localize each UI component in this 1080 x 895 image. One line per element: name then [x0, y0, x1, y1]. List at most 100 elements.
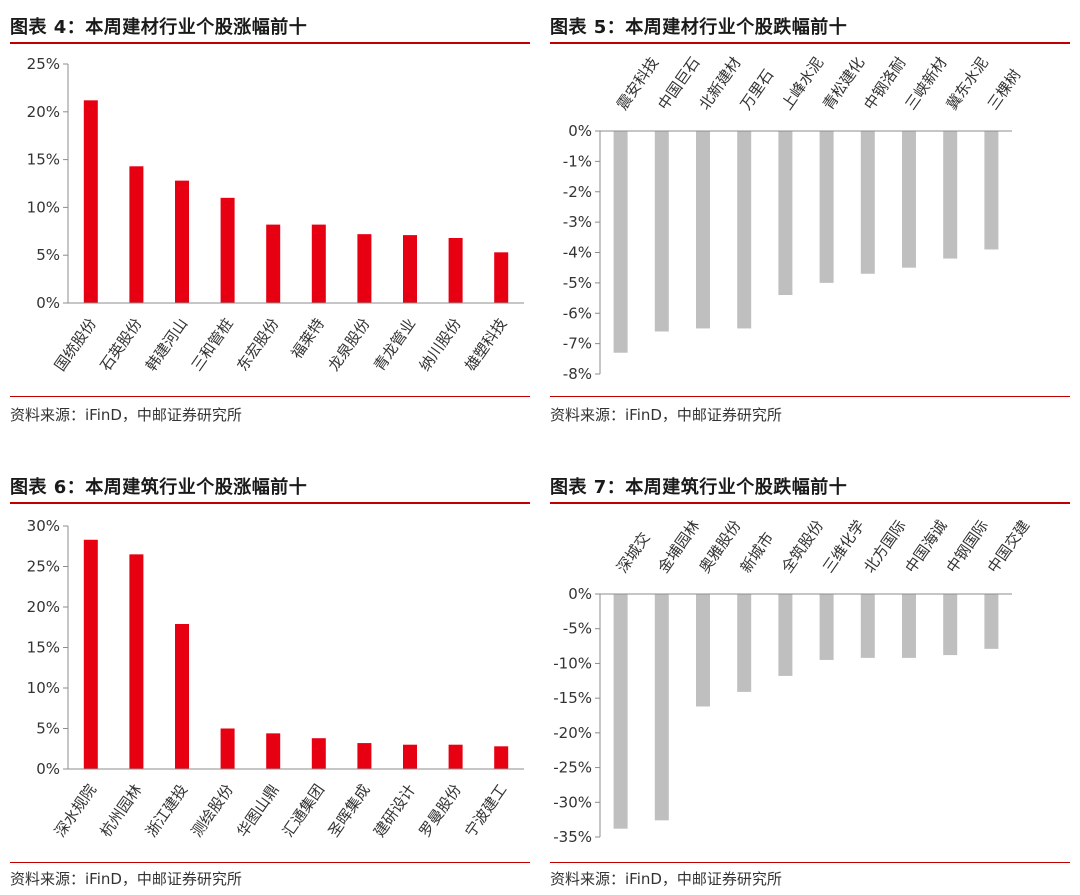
y-tick-label: 10% [27, 679, 60, 697]
y-tick-label: 15% [27, 639, 60, 657]
y-tick-label: -25% [553, 759, 592, 777]
category-label: 浙江建投 [142, 781, 191, 840]
y-tick-label: -8% [563, 365, 592, 383]
panel-header: 图表 5：本周建材行业个股跌幅前十 [550, 12, 1070, 44]
bar [696, 594, 710, 707]
bar [737, 131, 752, 329]
y-tick-label: -15% [553, 689, 592, 707]
y-tick-label: -1% [563, 152, 592, 170]
bar-chart: 0% 5% 10% 15% 20% 25% 30% 深水规院杭州园林浙江建投测绘股份华图山鼎汇… [27, 517, 524, 840]
bar [311, 738, 326, 769]
bar [403, 744, 417, 769]
bar [448, 237, 463, 303]
category-label: 深水规院 [51, 781, 100, 840]
y-tick-label: 20% [27, 598, 60, 616]
category-label: 宁波建工 [461, 781, 510, 840]
category-label: 国统股份 [51, 315, 100, 374]
source-note: 资料来源：iFinD，中邮证券研究所 [550, 870, 782, 888]
y-tick-label: 20% [27, 103, 60, 121]
bar [83, 539, 98, 769]
category-label: 三棵树 [984, 66, 1025, 113]
y-tick-label: -20% [553, 724, 592, 742]
category-label: 东宏股份 [233, 315, 282, 374]
bar [613, 594, 628, 829]
panel-footer [550, 862, 1070, 863]
category-label: 深城交 [613, 529, 654, 576]
panel-footer [550, 396, 1070, 397]
category-label: 罗曼股份 [416, 781, 465, 840]
panel-footer [10, 862, 530, 863]
y-tick-label: 30% [27, 517, 60, 535]
bar [357, 234, 372, 303]
category-label: 青龙管业 [370, 315, 419, 374]
y-tick-label: 10% [27, 198, 60, 216]
chart-panel-5: 图表 5：本周建材行业个股跌幅前十 0% -1% -2% -3% -4% -5% -6% -7… [550, 12, 1070, 437]
bar [494, 746, 509, 769]
category-label: 测绘股份 [188, 781, 237, 840]
panel-title: 图表 7：本周建筑行业个股跌幅前十 [550, 477, 848, 498]
bar [737, 594, 752, 692]
bar [778, 131, 793, 296]
bar [129, 554, 144, 769]
bar [220, 197, 235, 303]
y-tick-label: -4% [563, 244, 592, 262]
y-tick-label: 15% [27, 151, 60, 169]
bar [448, 744, 463, 769]
bar [819, 594, 834, 660]
y-tick-label: -7% [563, 335, 592, 353]
bar [357, 743, 372, 769]
bar [943, 131, 958, 259]
category-label: 石英股份 [97, 315, 146, 374]
bar [266, 733, 281, 769]
bar [129, 166, 144, 303]
bar [984, 594, 999, 649]
y-tick-label: 0% [568, 585, 592, 603]
category-label: 圣晖集成 [325, 781, 374, 840]
category-label: 雄塑科技 [461, 315, 510, 374]
panel-title: 图表 4：本周建材行业个股涨幅前十 [10, 17, 308, 38]
bar [403, 235, 417, 303]
bar [311, 224, 326, 303]
category-label: 中国交建 [984, 517, 1033, 576]
category-label: 杭州园林 [97, 781, 146, 840]
bar [819, 131, 834, 283]
source-note: 资料来源：iFinD，中邮证券研究所 [10, 870, 242, 888]
y-tick-label: 25% [27, 558, 60, 576]
panel-header: 图表 6：本周建筑行业个股涨幅前十 [10, 472, 530, 504]
bar [860, 131, 875, 274]
category-label: 韩建河山 [142, 315, 191, 374]
category-label: 三和管桩 [188, 315, 237, 374]
bar [494, 252, 509, 303]
y-tick-label: 5% [36, 246, 60, 264]
y-tick-label: -5% [563, 620, 592, 638]
category-label: 龙泉股份 [325, 315, 374, 374]
y-tick-label: -2% [563, 183, 592, 201]
bar [943, 594, 958, 656]
category-label: 建研设计 [370, 781, 419, 840]
bar [654, 594, 669, 821]
y-tick-label: 0% [36, 294, 60, 312]
y-tick-label: -10% [553, 654, 592, 672]
bar [220, 728, 235, 769]
y-tick-label: 0% [36, 760, 60, 778]
bar-chart: 0%-5%-10%-15%-20%-25%-30%-35%深城交 金埔园林奥雅股份… [553, 517, 1033, 846]
panel-footer [10, 396, 530, 397]
source-note: 资料来源：iFinD，中邮证券研究所 [10, 406, 242, 424]
bar-chart: 0%-1%-2%-3%-4%-5%-6%-7%-8%震安科技中国巨石北新建材万里… [563, 54, 1025, 383]
y-tick-label: 0% [568, 122, 592, 140]
bar [654, 131, 669, 332]
category-label: 华图山鼎 [233, 781, 282, 840]
category-label: 万里石 [737, 66, 778, 113]
panel-header: 图表 7：本周建筑行业个股跌幅前十 [550, 472, 1070, 504]
bar [860, 594, 875, 658]
y-tick-label: -5% [563, 274, 592, 292]
chart-panel-7: 图表 7：本周建筑行业个股跌幅前十 0% -5% -10% -15% -20% -25% -… [550, 472, 1070, 895]
bar [984, 131, 999, 250]
source-note: 资料来源：iFinD，中邮证券研究所 [550, 406, 782, 424]
category-label: 福莱特 [288, 315, 329, 362]
category-label: 纳川股份 [416, 315, 465, 374]
category-label: 汇通集团 [279, 781, 328, 840]
panel-title: 图表 5：本周建材行业个股跌幅前十 [550, 17, 848, 38]
y-tick-label: -6% [563, 304, 592, 322]
